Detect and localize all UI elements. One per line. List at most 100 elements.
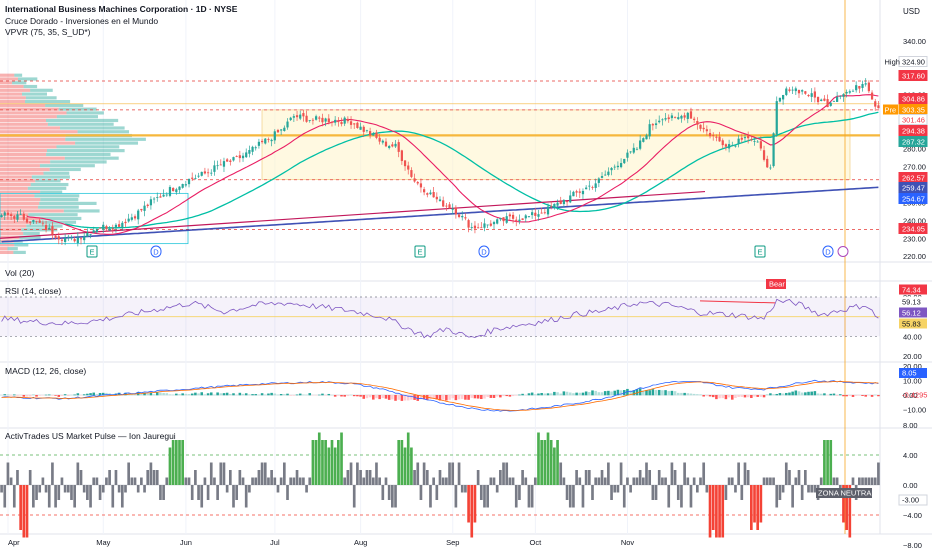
volume-profile-bar <box>0 88 31 92</box>
pulse-bar <box>788 470 791 485</box>
candle-body <box>531 212 534 216</box>
macd-histogram-bar <box>864 395 867 397</box>
candle-body <box>438 199 442 201</box>
pulse-bar <box>133 477 137 485</box>
pulse-bar <box>251 477 254 485</box>
macd-histogram-bar <box>743 395 747 398</box>
candle-body <box>788 89 791 91</box>
candle-body <box>222 161 226 167</box>
candle-body <box>781 95 785 100</box>
candle-body <box>368 131 372 136</box>
macd-histogram-bar <box>664 390 667 396</box>
candle-body <box>283 127 286 131</box>
candle-body <box>35 220 38 222</box>
macd-histogram-bar <box>861 395 864 396</box>
macd-histogram-bar <box>432 395 435 399</box>
pulse-bar <box>562 477 566 485</box>
macd-histogram-bar <box>632 390 636 396</box>
macd-histogram-bar <box>178 394 181 396</box>
pulse-bar <box>867 477 871 485</box>
bear-badge-label: Bear <box>769 280 785 289</box>
candle-body <box>670 115 674 119</box>
macd-histogram-bar <box>149 392 153 396</box>
candle-body <box>591 186 594 188</box>
macd-histogram-bar <box>190 393 194 396</box>
indicator-golden-cross[interactable]: Cruce Dorado - Inversiones en el Mundo <box>5 16 159 26</box>
pulse-bar <box>619 462 623 485</box>
rsi-tick: 40.00 <box>903 332 922 341</box>
pulse-bar <box>629 485 632 493</box>
macd-histogram-bar <box>181 393 184 396</box>
pulse-bar <box>476 470 480 485</box>
pulse-bar <box>756 485 760 530</box>
candle-body <box>553 203 556 208</box>
candle-body <box>407 165 410 170</box>
candle-body <box>162 194 165 197</box>
macd-histogram-bar <box>171 394 175 396</box>
macd-histogram-bar <box>499 395 502 398</box>
macd-histogram-bar <box>734 395 737 399</box>
volume-profile-bar <box>0 216 41 221</box>
macd-histogram-bar <box>616 389 620 396</box>
price-axis: 220.00230.00240.00250.00260.00270.00280.… <box>883 37 928 550</box>
candle-body <box>356 122 359 129</box>
candle-body <box>172 187 175 191</box>
volume-profile-bar <box>0 228 22 232</box>
candle-body <box>413 178 416 182</box>
macd-histogram-bar <box>537 393 540 396</box>
pulse-bar <box>781 485 785 493</box>
pulse-bar <box>794 477 798 485</box>
candle-body <box>83 236 86 241</box>
macd-histogram-bar <box>559 393 562 396</box>
price-tag <box>898 70 928 81</box>
candle-body <box>829 102 832 106</box>
candle-body <box>607 171 610 176</box>
candle-body <box>359 126 362 130</box>
candle-body <box>623 158 626 164</box>
candle-body <box>842 94 845 97</box>
macd-histogram-bar <box>832 393 836 396</box>
pulse-bar <box>572 485 575 508</box>
macd-histogram-bar <box>556 392 559 396</box>
pulse-bar <box>750 485 753 530</box>
volume-profile-bar <box>0 73 15 77</box>
x-tick-label: Aug <box>354 538 367 547</box>
candle-body <box>461 215 464 218</box>
candle-body <box>686 112 689 119</box>
macd-histogram-bar <box>305 394 308 396</box>
event-marker-label: E <box>757 248 762 257</box>
candle-body <box>140 208 143 211</box>
pulse-bar <box>483 485 486 508</box>
candle-body <box>639 140 642 149</box>
candle-body <box>588 185 591 187</box>
candle-body <box>67 236 70 238</box>
pulse-bar <box>575 470 578 485</box>
volume-profile-bar <box>19 235 41 239</box>
rsi-pane-label[interactable]: RSI (14, close) <box>5 286 62 296</box>
candle-body <box>19 213 22 215</box>
candle-body <box>858 86 861 89</box>
pulse-pane-label[interactable]: ActivTrades US Market Pulse — Ion Jaureg… <box>5 431 176 441</box>
candle-body <box>534 212 537 216</box>
macd-histogram-bar <box>473 395 477 399</box>
pulse-bar <box>149 462 153 485</box>
candle-body <box>305 115 308 122</box>
candle-body <box>98 227 102 229</box>
volume-profile-bar <box>0 96 26 100</box>
vol-pane-label[interactable]: Vol (20) <box>5 268 35 278</box>
pulse-bar <box>146 470 150 485</box>
pulse-bar <box>263 462 267 485</box>
macd-histogram-bar <box>508 395 512 397</box>
pulse-bar <box>162 485 165 500</box>
macd-histogram-bar <box>365 395 369 399</box>
candle-body <box>44 225 48 231</box>
candle-body <box>473 225 477 229</box>
macd-histogram-bar <box>419 395 423 400</box>
candlesticks <box>0 78 880 247</box>
candle-body <box>156 197 159 198</box>
macd-pane-label[interactable]: MACD (12, 26, close) <box>5 366 87 376</box>
event-marker <box>150 245 162 258</box>
macd-histogram-bar <box>394 395 397 401</box>
indicator-vpvr[interactable]: VPVR (75, 35, S_UD*) <box>5 27 91 37</box>
pulse-bar <box>692 477 696 485</box>
